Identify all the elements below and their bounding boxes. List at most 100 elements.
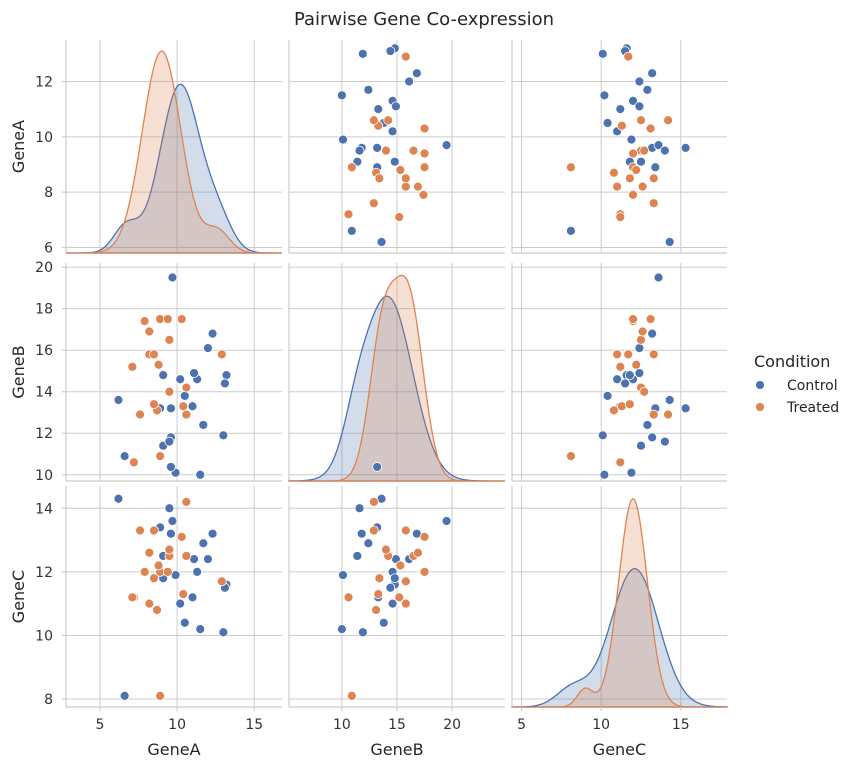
panel-genec-vs-genec [511,486,728,708]
point-control-genea-genec-9 [653,140,664,151]
point-treated-geneb-genea-4 [216,349,227,360]
legend-label-control: Control [787,378,838,394]
point-control-genec-geneb-8 [389,573,400,584]
panel-geneb-vs-geneb [288,263,505,482]
point-treated-geneb-genec-5 [648,409,659,420]
point-control-genec-genea-2 [187,592,198,603]
point-treated-genea-geneb-5 [368,198,379,209]
point-treated-geneb-genea-5 [135,409,145,420]
panel-genea-vs-geneb [288,40,505,254]
point-treated-geneb-genec-15 [637,326,648,337]
point-treated-genea-geneb-16 [368,115,379,126]
point-treated-genea-geneb-19 [395,165,406,175]
point-control-genec-genea-3 [179,617,190,628]
y-tick-label-genea-2: 10 [35,130,53,146]
point-control-geneb-genec-7 [634,368,645,378]
point-treated-genec-genea-17 [149,573,159,584]
point-control-genea-geneb-1 [336,90,347,101]
point-control-genea-genec-21 [626,134,637,145]
point-control-genea-geneb-18 [387,126,398,137]
point-treated-genea-geneb-15 [413,181,423,192]
legend-marker-control [755,380,765,390]
point-control-geneb-genec-17 [642,420,653,430]
point-control-genea-geneb-13 [385,46,396,56]
point-control-genec-genea-14 [164,503,175,514]
point-control-genec-geneb-1 [336,624,347,634]
point-treated-genea-geneb-2 [408,145,419,156]
point-control-geneb-genea-15 [207,328,218,339]
point-treated-genec-genea-5 [135,525,145,536]
point-control-geneb-genec-9 [653,272,664,283]
y-tick-label-geneb-3: 16 [35,343,53,359]
y-tick-label-genea-3: 12 [35,74,53,90]
panel-geneb-vs-genea [65,263,282,482]
point-treated-genea-geneb-12 [394,212,405,222]
point-control-genea-geneb-16 [404,76,415,87]
point-control-geneb-genea-0 [221,370,232,381]
point-treated-geneb-genea-12 [127,361,138,372]
x-tick-label-genec-0: 5 [517,717,526,733]
point-control-genec-genea-9 [167,516,178,526]
point-treated-genea-genec-18 [648,173,659,184]
point-control-geneb-genea-11 [113,395,124,405]
point-treated-genec-genea-15 [144,547,155,558]
point-treated-genec-geneb-18 [400,525,411,536]
point-control-geneb-genea-2 [187,401,198,412]
point-treated-geneb-genec-12 [615,361,626,372]
point-control-geneb-genea-10 [119,451,130,461]
x-tick-label-genea-0: 5 [95,717,104,733]
point-control-genea-genec-3 [602,118,613,128]
point-control-geneb-genea-13 [220,378,230,389]
y-tick-label-genec-0: 8 [44,692,53,708]
point-control-genea-geneb-8 [389,156,400,167]
point-control-geneb-genec-5 [647,432,658,443]
point-treated-genea-genec-13 [639,145,650,156]
point-control-geneb-genec-14 [659,436,670,447]
point-control-geneb-genec-19 [680,403,691,414]
point-control-genea-genec-1 [599,90,610,101]
point-treated-geneb-genec-2 [636,334,646,345]
point-control-genec-genea-12 [218,627,229,638]
x-tick-label-genea-1: 10 [168,717,186,733]
point-treated-genea-genec-7 [645,123,656,134]
point-treated-genec-genea-11 [155,690,166,701]
point-control-genea-geneb-7 [390,101,401,112]
y-tick-label-geneb-5: 20 [35,260,53,276]
point-treated-genec-geneb-12 [394,592,405,603]
point-control-geneb-genea-14 [164,436,175,447]
point-treated-geneb-genec-6 [609,405,619,416]
point-treated-geneb-genea-15 [144,326,155,337]
panel-genea-vs-genec [511,40,727,254]
panel-genec-vs-genea [65,462,282,708]
point-treated-genea-genec-11 [566,162,576,173]
point-treated-genec-genea-14 [178,589,189,600]
y-tick-label-genec-3: 14 [35,501,53,517]
point-control-geneb-genec-15 [647,328,658,339]
x-axis-title-geneb: GeneB [370,740,423,759]
point-treated-genea-genec-16 [663,115,673,126]
point-treated-geneb-genec-0 [615,457,626,468]
point-control-geneb-genec-16 [634,343,645,354]
point-control-genea-geneb-14 [354,145,365,156]
point-control-genec-genea-16 [203,554,213,565]
point-control-geneb-genec-4 [636,440,646,451]
point-treated-genea-genec-5 [648,198,659,209]
kde-genea-treated [66,50,282,254]
y-tick-label-genec-1: 10 [35,628,53,644]
point-control-genea-genec-11 [664,237,675,247]
point-treated-geneb-genea-9 [162,314,173,324]
point-control-genea-geneb-9 [441,140,452,151]
point-control-genea-geneb-11 [376,237,387,247]
point-control-genea-geneb-21 [338,134,348,145]
point-treated-genec-genea-1 [139,566,150,577]
panel-geneb-vs-genec [511,263,727,482]
point-treated-geneb-genea-0 [128,457,139,468]
pairplot-grid: 6 8 10 12 GeneA 10 12 14 16 18 20 GeneB 8 10 12 14 GeneC… [9,40,728,759]
point-control-genec-genea-15 [207,528,218,539]
point-control-genec-geneb-3 [378,617,389,628]
point-treated-genea-geneb-10 [400,181,411,192]
point-treated-genec-genea-4 [216,576,227,587]
point-treated-geneb-genec-7 [645,314,656,324]
y-axis-title-geneb: GeneB [9,345,28,398]
